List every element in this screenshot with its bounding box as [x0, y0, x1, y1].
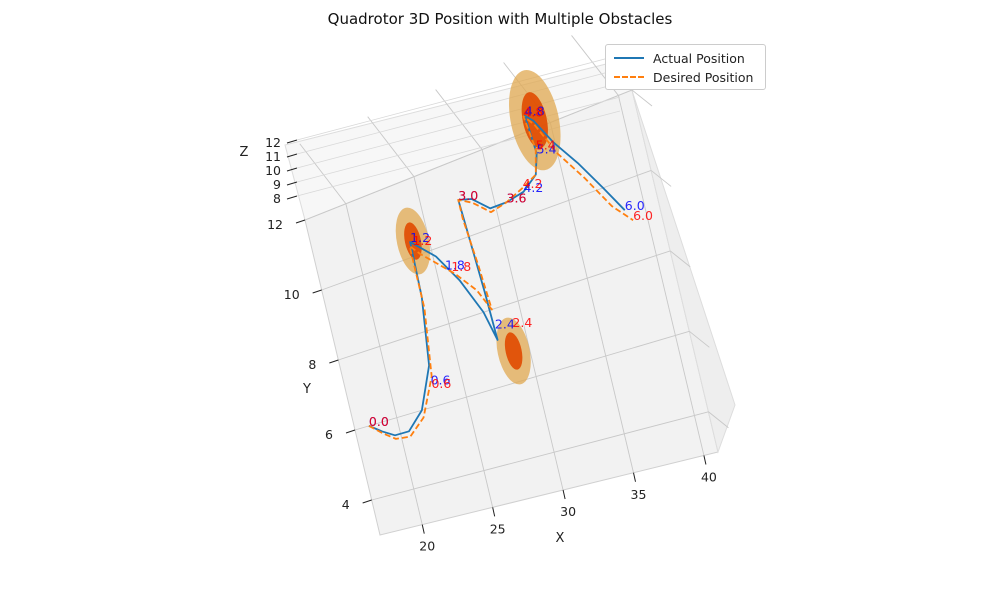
legend-entry-desired: Desired Position	[614, 68, 753, 86]
series-line-desired	[368, 115, 634, 440]
legend-entry-actual: Actual Position	[614, 49, 745, 67]
z-tick	[286, 195, 298, 200]
time-label-actual: 2.4	[495, 317, 515, 332]
grid-line-x	[413, 176, 494, 508]
grid-line-side	[689, 330, 710, 348]
y-tick	[295, 219, 306, 224]
grid-line-wall	[299, 143, 347, 205]
grid-line-y	[304, 89, 633, 221]
x-tick-label: 20	[419, 539, 435, 554]
z-tick-label: 11	[265, 149, 281, 164]
y-tick	[362, 499, 372, 504]
grid-line-x	[549, 122, 634, 473]
legend: Actual Position Desired Position	[605, 44, 766, 90]
z-tick-label: 10	[265, 163, 281, 178]
time-label-desired: 4.2	[523, 176, 543, 191]
grid-line-wall	[367, 116, 415, 177]
z-tick	[286, 181, 298, 186]
time-label-desired: 3.6	[507, 190, 527, 205]
grid-line-y	[338, 250, 671, 361]
time-label-actual: 0.0	[369, 414, 389, 429]
y-tick	[312, 289, 322, 294]
z-tick	[286, 153, 298, 158]
x-tick	[492, 507, 496, 517]
time-label-actual: 0.6	[431, 372, 451, 387]
series-line-actual	[368, 114, 626, 437]
time-label-desired: 2.4	[512, 315, 532, 330]
y-tick-label: 10	[284, 287, 300, 302]
time-label-actual: 6.0	[625, 198, 645, 213]
y-tick-label: 12	[267, 217, 283, 232]
z-grid-line	[296, 82, 621, 169]
time-label-desired: 0.6	[431, 376, 451, 391]
legend-label-desired: Desired Position	[653, 69, 754, 85]
time-label-desired: 1.2	[412, 233, 432, 248]
x-tick-label: 40	[701, 469, 717, 484]
time-label-actual: 3.0	[458, 188, 478, 203]
time-label-actual: 4.2	[523, 180, 543, 195]
z-grid-line	[296, 54, 621, 141]
y-axis-label: Y	[302, 382, 311, 397]
z-axis-label: Z	[240, 145, 249, 160]
time-label-desired: 3.0	[458, 188, 478, 203]
legend-swatch-actual	[614, 57, 644, 59]
time-label-actual: 1.2	[410, 230, 430, 245]
z-tick-label: 8	[273, 191, 281, 206]
x-tick	[562, 489, 566, 500]
legend-label-actual: Actual Position	[653, 50, 745, 66]
time-label-desired: 1.8	[451, 259, 471, 274]
grid-line-side	[631, 89, 653, 107]
z-tick-label: 12	[265, 135, 281, 150]
x-tick-label: 25	[490, 521, 506, 536]
y-tick-label: 8	[308, 357, 316, 372]
y-tick-label: 6	[325, 427, 333, 442]
z-grid-line	[296, 96, 621, 183]
z-tick	[286, 167, 298, 172]
time-label-actual: 1.8	[445, 257, 465, 272]
legend-swatch-desired	[614, 76, 644, 78]
y-tick-label: 4	[342, 497, 350, 512]
time-label-desired: 0.0	[369, 414, 389, 429]
x-tick	[703, 455, 707, 465]
obstacle-inner	[404, 222, 422, 260]
z-tick	[286, 139, 298, 144]
time-label-desired: 5.4	[536, 137, 556, 152]
grid-line-side	[669, 250, 691, 268]
time-label-actual: 3.6	[507, 190, 527, 205]
grid-line-x	[345, 203, 423, 525]
chart-title: Quadrotor 3D Position with Multiple Obst…	[327, 10, 673, 28]
grid-line-y	[371, 411, 709, 501]
time-label-actual: 5.4	[537, 141, 557, 156]
x-tick-label: 30	[560, 504, 576, 519]
y-tick	[329, 359, 339, 364]
x-tick	[421, 524, 425, 534]
x-tick	[633, 472, 636, 482]
grid-line-side	[708, 411, 729, 429]
time-label-desired: 6.0	[633, 208, 653, 223]
grid-line-x	[617, 95, 705, 456]
z-grid-line	[296, 110, 621, 197]
time-label-actual: 4.8	[525, 104, 545, 119]
z-grid-line	[296, 68, 621, 155]
grid-line-side	[650, 170, 672, 187]
y-tick	[345, 429, 356, 434]
z-tick-label: 9	[273, 177, 281, 192]
obstacle-inner	[504, 332, 523, 370]
x-axis-label: X	[556, 531, 565, 546]
time-label-desired: 4.8	[523, 104, 543, 119]
x-tick-label: 35	[631, 487, 647, 502]
grid-line-wall	[435, 89, 483, 150]
